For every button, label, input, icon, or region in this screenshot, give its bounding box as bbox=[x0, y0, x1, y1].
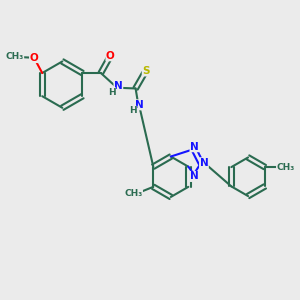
Text: N: N bbox=[135, 100, 144, 110]
Text: N: N bbox=[190, 172, 199, 182]
Text: CH₃: CH₃ bbox=[5, 52, 24, 62]
Text: CH₃: CH₃ bbox=[277, 163, 295, 172]
Text: CH₃: CH₃ bbox=[124, 190, 142, 199]
Text: O: O bbox=[29, 52, 38, 63]
Text: N: N bbox=[190, 142, 199, 152]
Text: N: N bbox=[200, 158, 208, 168]
Text: O: O bbox=[106, 51, 115, 61]
Text: S: S bbox=[142, 66, 150, 76]
Text: N: N bbox=[114, 81, 123, 92]
Text: H: H bbox=[129, 106, 137, 115]
Text: H: H bbox=[108, 88, 116, 97]
